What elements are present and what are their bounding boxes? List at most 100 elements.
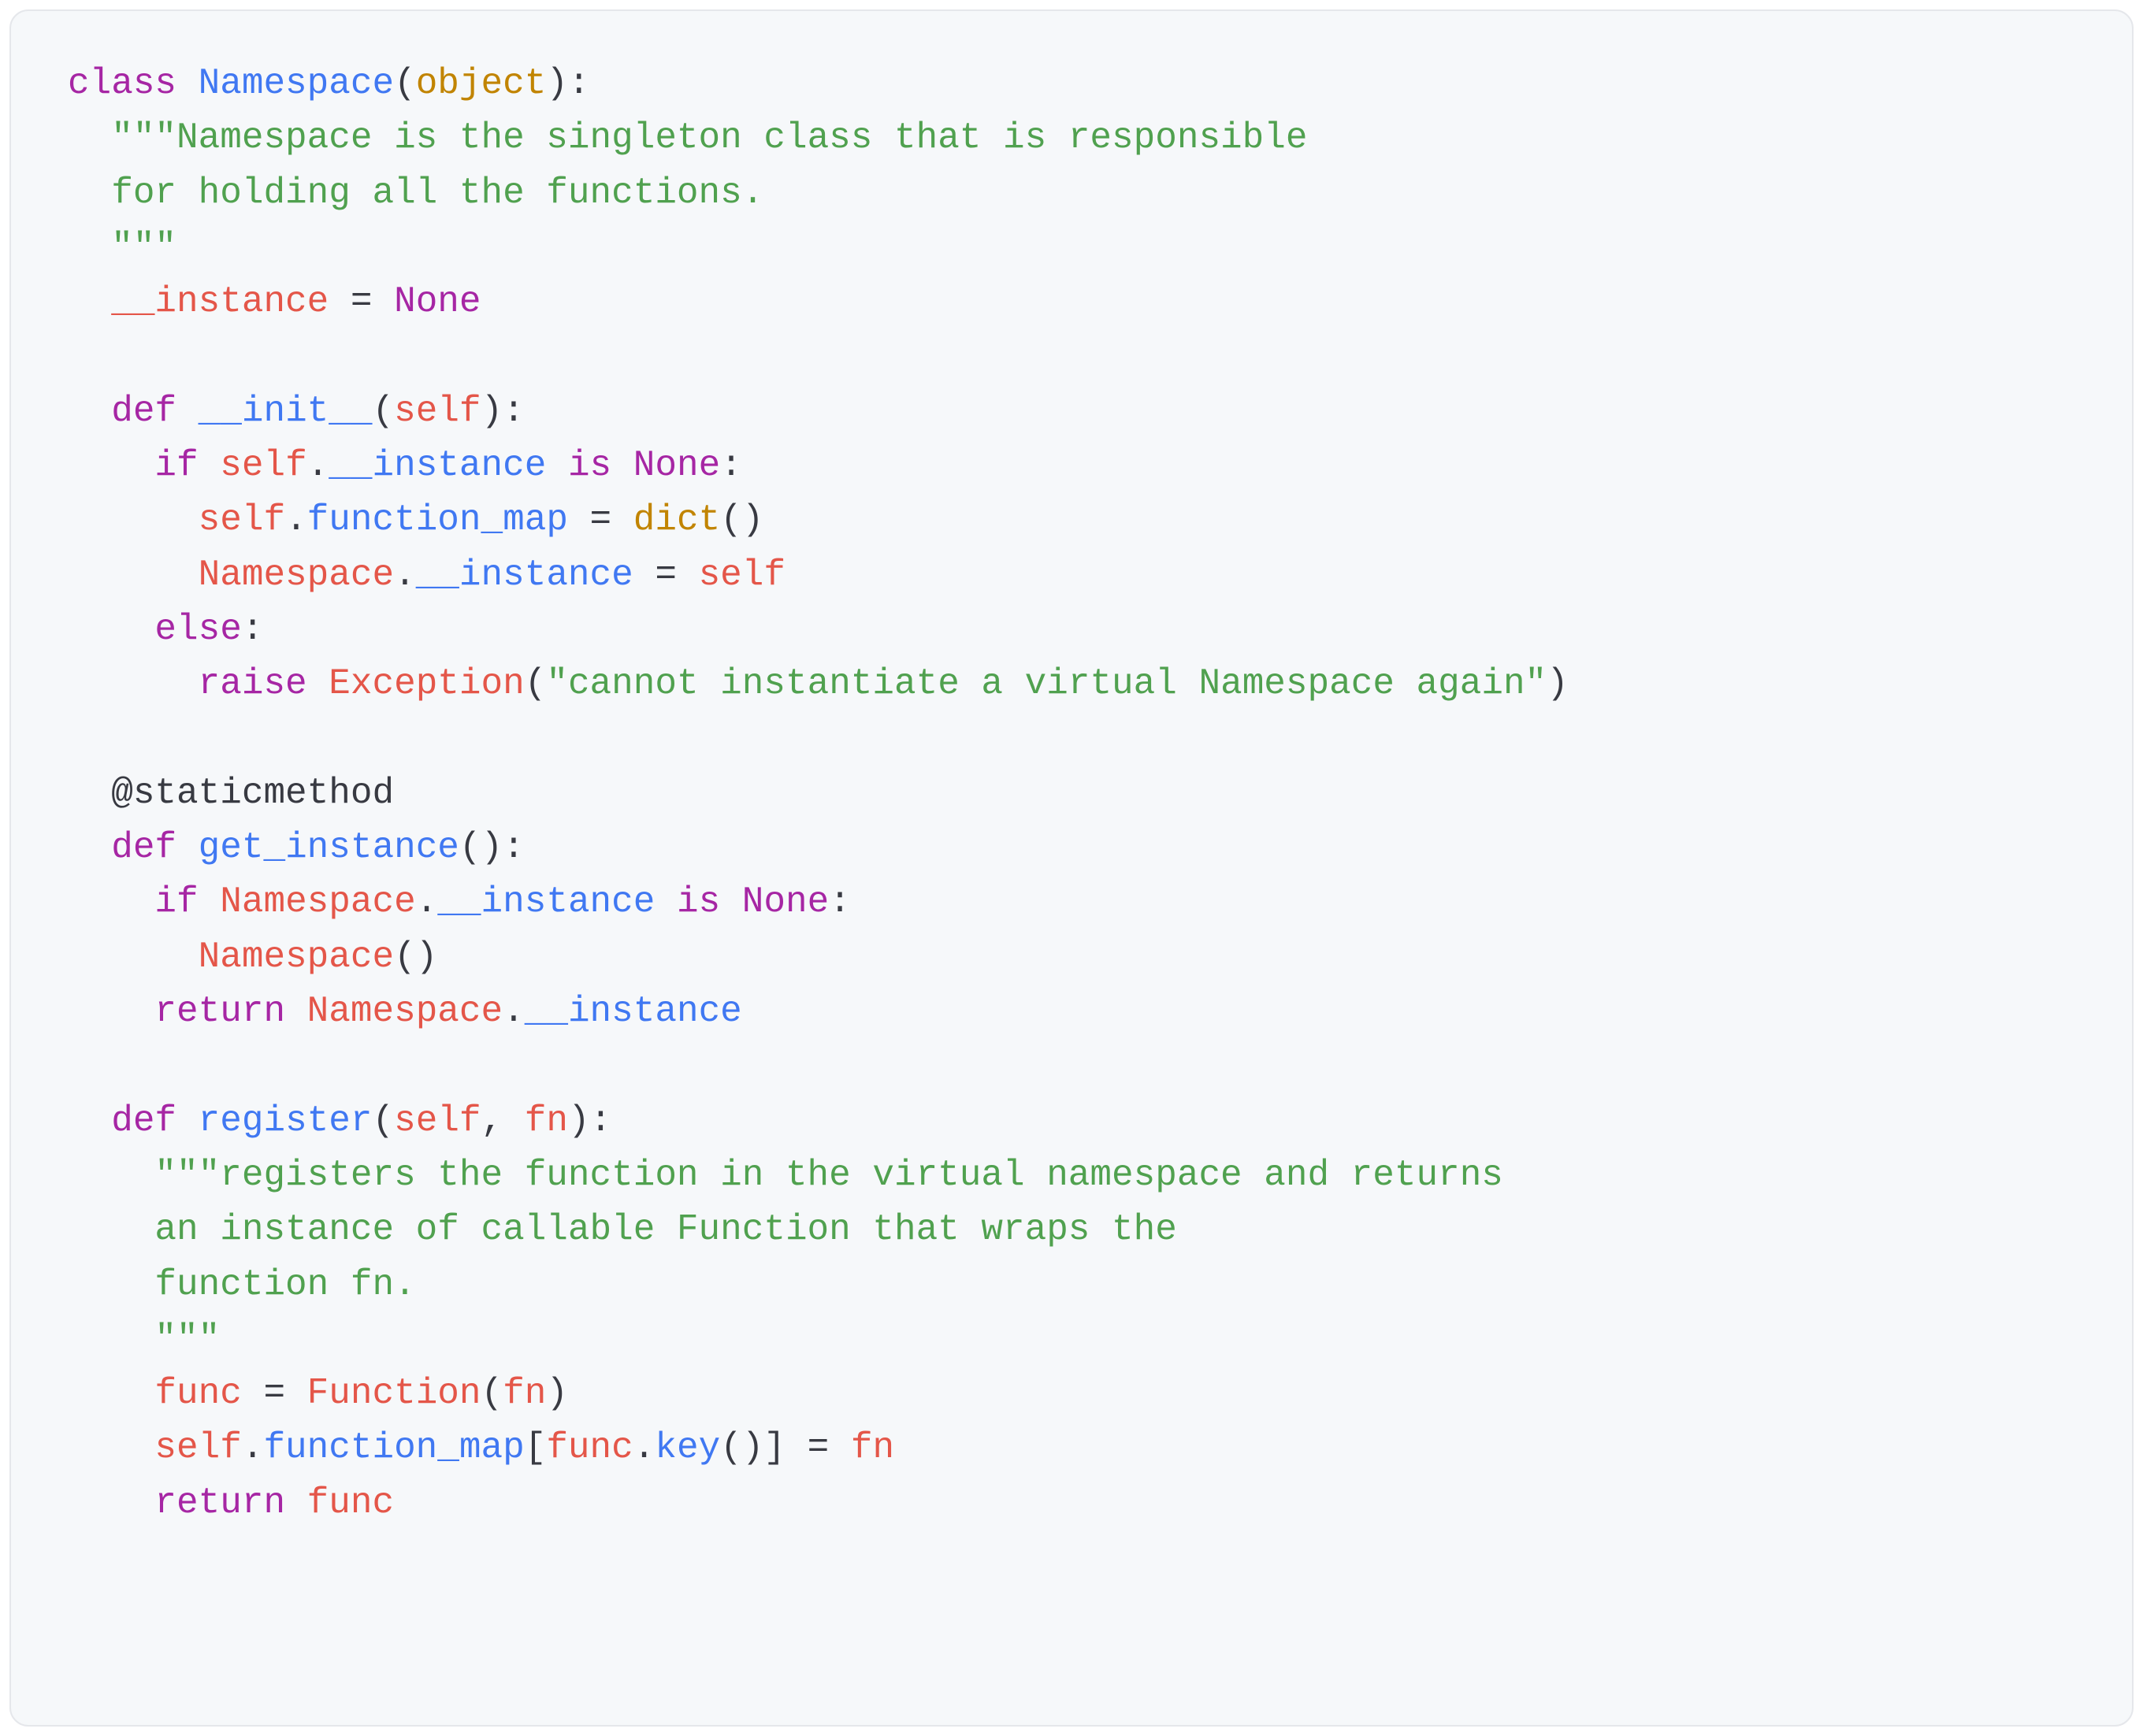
token-attr: Namespace [220,881,415,922]
token-punct: [ [525,1427,547,1468]
code-line: if self.__instance is None: [68,445,742,486]
code-line: @staticmethod [68,773,394,814]
code-line: def get_instance(): [68,827,525,868]
token-plain [307,663,329,704]
code-block[interactable]: class Namespace(object): """Namespace is… [9,9,2134,1727]
token-docstring: """ [68,1319,220,1359]
token-class_user: __instance [437,881,655,922]
token-plain [242,1373,264,1414]
token-plain [285,1373,307,1414]
token-class_user: get_instance [199,827,459,868]
token-plain [68,117,111,158]
token-docstring: for holding all the functions. [68,172,763,213]
token-attr: fn [503,1373,546,1414]
token-punct: . [242,1427,264,1468]
token-punct: ): [546,63,589,104]
token-punct: ( [373,1100,395,1141]
code-line: return Namespace.__instance [68,991,742,1032]
code-line: Namespace.__instance = self [68,555,786,595]
token-punct: (): [459,827,525,868]
token-keyword: else [154,609,241,650]
token-punct: : [829,881,851,922]
code-line: """Namespace is the singleton class that… [68,117,1307,158]
code-line: __instance = None [68,281,481,322]
token-plain [611,445,633,486]
token-docstring: function fn. [68,1264,416,1305]
token-attr: Namespace [199,555,394,595]
code-line: if Namespace.__instance is None: [68,881,851,922]
token-plain [329,281,351,322]
token-attr: self [699,555,786,595]
token-class_user: Namespace [199,63,394,104]
token-keyword: is [677,881,720,922]
token-plain [68,609,154,650]
token-punct: . [285,499,307,540]
token-plain [176,391,199,432]
token-plain [68,1427,154,1468]
token-punct: . [503,991,525,1032]
code-line: raise Exception("cannot instantiate a vi… [68,663,1569,704]
token-keyword: raise [199,663,307,704]
token-plain [68,663,199,704]
token-attr: self [154,1427,241,1468]
token-plain [176,63,199,104]
token-attr: Namespace [199,937,394,977]
code-line: """ [68,1319,220,1359]
token-docstring: """Namespace is the singleton class that… [111,117,1307,158]
token-plain [68,773,111,814]
token-plain [568,499,590,540]
token-plain [285,1482,307,1523]
token-punct: , [481,1100,503,1141]
token-punct: ( [481,1373,503,1414]
token-punct: ) [1547,663,1569,704]
token-punct: = [590,499,612,540]
code-line: an instance of callable Function that wr… [68,1209,1177,1250]
token-plain [176,827,199,868]
token-plain [372,281,394,322]
code-line: """registers the function in the virtual… [68,1155,1503,1196]
token-plain [176,1100,199,1141]
token-punct: () [394,937,437,977]
token-keyword: None [633,445,720,486]
token-attr: Exception [329,663,524,704]
token-plain [68,281,111,322]
token-keyword: def [111,1100,176,1141]
token-attr: self [199,499,285,540]
code-line: else: [68,609,263,650]
token-plain [68,1373,154,1414]
token-keyword: return [154,1482,285,1523]
token-keyword: is [568,445,611,486]
token-plain [68,499,199,540]
token-plain [199,881,221,922]
token-plain [285,991,307,1032]
code-line: return func [68,1482,394,1523]
code-line: for holding all the functions. [68,172,763,213]
token-attr: func [307,1482,394,1523]
token-keyword: if [154,445,198,486]
token-attr: self [220,445,306,486]
token-punct: ( [525,663,547,704]
token-punct: ): [568,1100,611,1141]
token-attr: self [394,391,481,432]
token-docstring: an instance of callable Function that wr… [68,1209,1177,1250]
token-plain [68,937,199,977]
code-line: self.function_map = dict() [68,499,763,540]
token-punct: ): [481,391,525,432]
token-class_user: register [199,1100,373,1141]
token-punct: = [263,1373,285,1414]
token-plain [68,1482,154,1523]
token-attr: Namespace [307,991,503,1032]
token-punct: . [307,445,329,486]
token-plain [633,555,656,595]
code-line: """ [68,227,176,268]
token-plain [68,827,111,868]
token-builtin: dict [633,499,720,540]
token-punct: = [351,281,373,322]
token-plain [503,1100,525,1141]
token-class_user: __init__ [199,391,373,432]
token-attr: Function [307,1373,481,1414]
token-docstring: """registers the function in the virtual… [154,1155,1502,1196]
token-plain [68,445,154,486]
token-class_user: function_map [307,499,568,540]
token-punct: . [633,1427,656,1468]
